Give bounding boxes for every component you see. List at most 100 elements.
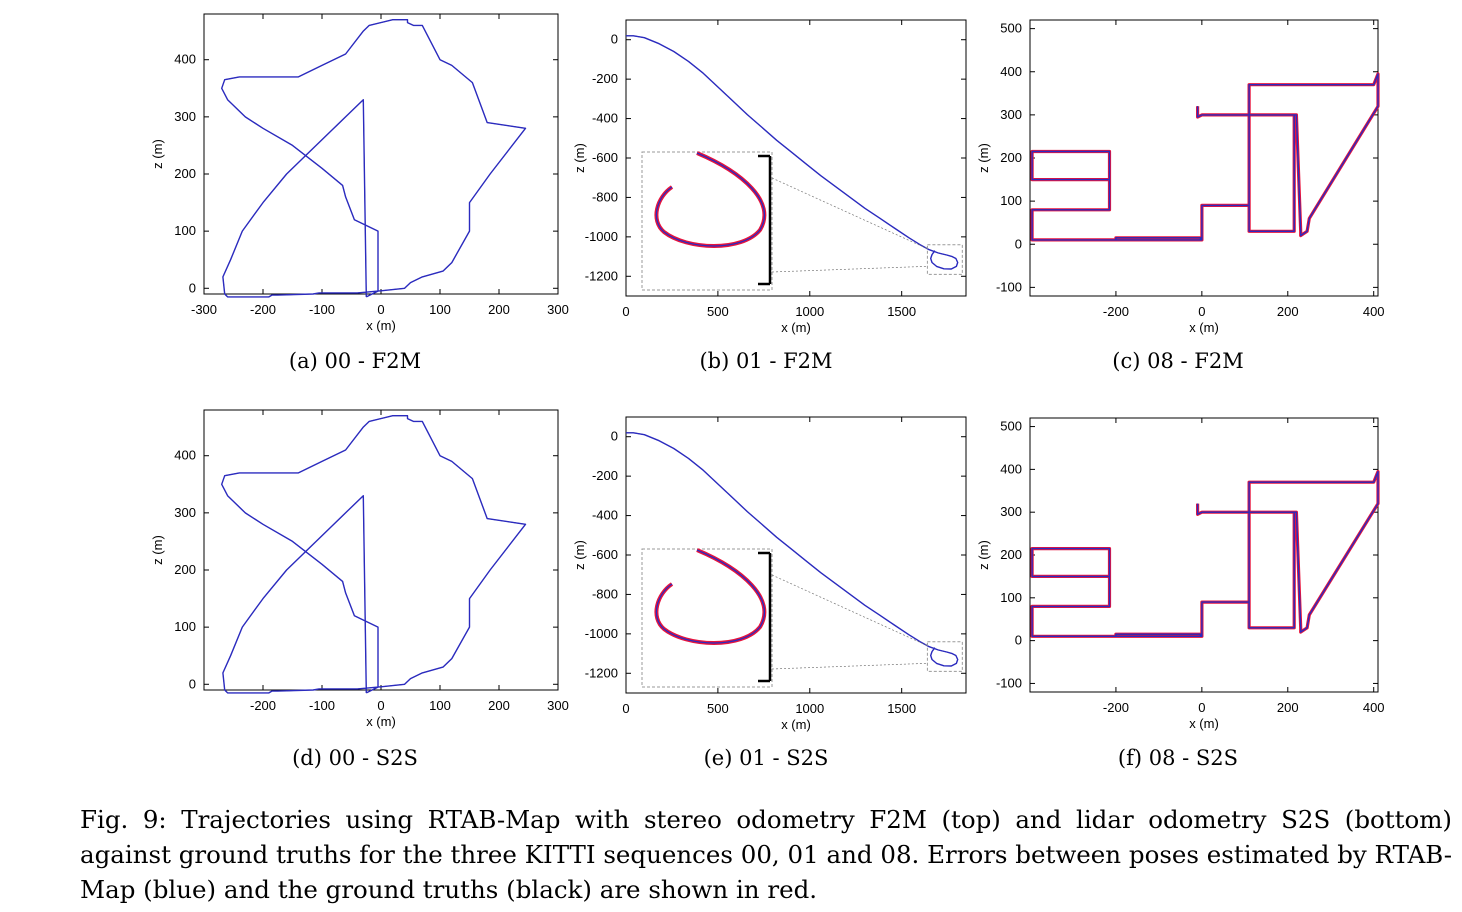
y-tick-label: 0: [611, 32, 618, 47]
x-tick-label: -200: [1103, 304, 1129, 319]
y-tick-label: -800: [592, 189, 618, 204]
x-tick-label: -300: [191, 302, 217, 317]
x-tick-label: -100: [309, 302, 335, 317]
zoom-connector: [771, 265, 928, 273]
subplot-caption: (c) 08 - F2M: [1112, 349, 1243, 373]
estimate-line: [1031, 470, 1379, 637]
zoom-connector: [771, 177, 928, 250]
zoom-inset: [641, 548, 773, 688]
y-tick-label: -100: [996, 675, 1022, 690]
error-band: [1030, 469, 1380, 638]
y-tick-label: -1200: [585, 268, 618, 283]
y-tick-label: -1200: [585, 665, 618, 680]
estimate-line: [220, 415, 527, 694]
y-axis-label: z (m): [150, 535, 165, 565]
x-axis-label: x (m): [1189, 716, 1219, 731]
x-axis-label: x (m): [366, 714, 396, 729]
estimate-line: [626, 432, 959, 667]
subplot-caption: (f) 08 - S2S: [1118, 746, 1238, 770]
x-tick-label: 200: [488, 698, 510, 713]
x-tick-label: 1500: [887, 701, 916, 716]
y-tick-label: -1000: [585, 229, 618, 244]
y-tick-label: 100: [174, 619, 196, 634]
error-band: [1030, 72, 1380, 242]
y-tick-label: 0: [189, 280, 196, 295]
y-tick-label: -800: [592, 586, 618, 601]
figure-caption: Fig. 9: Trajectories using RTAB-Map with…: [80, 805, 1452, 904]
x-tick-label: 400: [1363, 700, 1385, 715]
y-tick-label: 400: [174, 52, 196, 67]
y-tick-label: 500: [1000, 419, 1022, 434]
y-tick-label: -400: [592, 111, 618, 126]
y-tick-label: 0: [1015, 633, 1022, 648]
x-tick-label: -200: [1103, 700, 1129, 715]
y-axis-label: z (m): [572, 540, 587, 570]
plot-frame: [1029, 417, 1379, 693]
subplot-4: 0 500 1000 1500 0 -200 -400 -600 -800 -1000 -1200 x…: [572, 416, 967, 770]
x-axis-label: x (m): [781, 717, 811, 732]
y-tick-label: 500: [1000, 21, 1022, 36]
y-tick-label: 400: [1000, 64, 1022, 79]
subplot-caption: (b) 01 - F2M: [699, 349, 832, 373]
ground-truth-line: [221, 415, 526, 694]
zoom-region: [926, 641, 963, 672]
zoom-inset: [641, 151, 773, 291]
y-axis-label: z (m): [976, 143, 991, 173]
subplot-caption: (a) 00 - F2M: [289, 349, 421, 373]
subplot-0: -300 -200 -100 0 100 200 300 0 100 200 300 400 x (m)…: [150, 13, 569, 373]
inset-trajectory: [655, 152, 766, 247]
y-tick-label: -600: [592, 150, 618, 165]
y-tick-label: -400: [592, 508, 618, 523]
inset-trajectory: [655, 549, 766, 644]
x-tick-label: 0: [377, 698, 384, 713]
y-tick-label: 200: [1000, 150, 1022, 165]
estimate-line: [626, 35, 959, 270]
y-tick-label: 300: [174, 505, 196, 520]
ground-truth-line: [1031, 471, 1379, 637]
subplot-caption: (e) 01 - S2S: [704, 746, 829, 770]
subplot-5: -200 0 200 400 -100 0 100 200 300 400 500 x (m) z (m…: [976, 417, 1385, 770]
y-tick-label: 0: [189, 676, 196, 691]
y-tick-label: -600: [592, 547, 618, 562]
x-tick-label: 300: [547, 698, 569, 713]
x-tick-label: 200: [488, 302, 510, 317]
y-axis-label: z (m): [572, 143, 587, 173]
x-tick-label: 100: [429, 302, 451, 317]
x-tick-label: 300: [547, 302, 569, 317]
x-tick-label: 400: [1363, 304, 1385, 319]
x-tick-label: 200: [1277, 304, 1299, 319]
y-tick-label: 100: [1000, 590, 1022, 605]
x-tick-label: 500: [707, 701, 729, 716]
x-tick-label: 1000: [795, 304, 824, 319]
y-tick-label: 400: [1000, 461, 1022, 476]
subplot-1: 0 500 1000 1500 0 -200 -400 -600 -800 -1000 -1200 x…: [572, 19, 967, 373]
x-tick-label: -200: [250, 302, 276, 317]
x-tick-label: 0: [622, 304, 629, 319]
estimate-line: [1031, 73, 1379, 241]
x-axis-label: x (m): [781, 320, 811, 335]
y-tick-label: 100: [174, 223, 196, 238]
x-tick-label: 200: [1277, 700, 1299, 715]
x-tick-label: 0: [622, 701, 629, 716]
subplot-caption: (d) 00 - S2S: [292, 746, 418, 770]
x-tick-label: 1500: [887, 304, 916, 319]
x-tick-label: -200: [250, 698, 276, 713]
y-tick-label: 0: [1015, 236, 1022, 251]
x-tick-label: 1000: [795, 701, 824, 716]
y-tick-label: 400: [174, 448, 196, 463]
y-tick-label: 100: [1000, 193, 1022, 208]
y-tick-label: 300: [1000, 107, 1022, 122]
y-axis-label: z (m): [150, 139, 165, 169]
y-tick-label: 200: [174, 166, 196, 181]
y-tick-label: 200: [1000, 547, 1022, 562]
y-tick-label: -1000: [585, 626, 618, 641]
zoom-connector: [771, 662, 928, 670]
x-tick-label: 0: [1198, 304, 1205, 319]
subplot-3: -200 -100 0 100 200 300 0 100 200 300 400 x (m) z (m…: [150, 409, 569, 770]
estimate-line: [220, 19, 527, 298]
x-tick-label: 0: [1198, 700, 1205, 715]
x-tick-label: 100: [429, 698, 451, 713]
subplot-2: -200 0 200 400 -100 0 100 200 300 400 500 x (m) z (m…: [976, 19, 1385, 373]
ground-truth-line: [1031, 73, 1379, 241]
y-tick-label: 300: [1000, 504, 1022, 519]
